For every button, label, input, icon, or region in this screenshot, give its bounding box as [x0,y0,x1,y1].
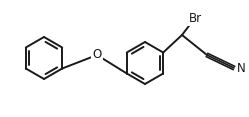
Text: O: O [92,49,102,62]
Text: Br: Br [188,11,201,24]
Text: N: N [237,62,246,75]
